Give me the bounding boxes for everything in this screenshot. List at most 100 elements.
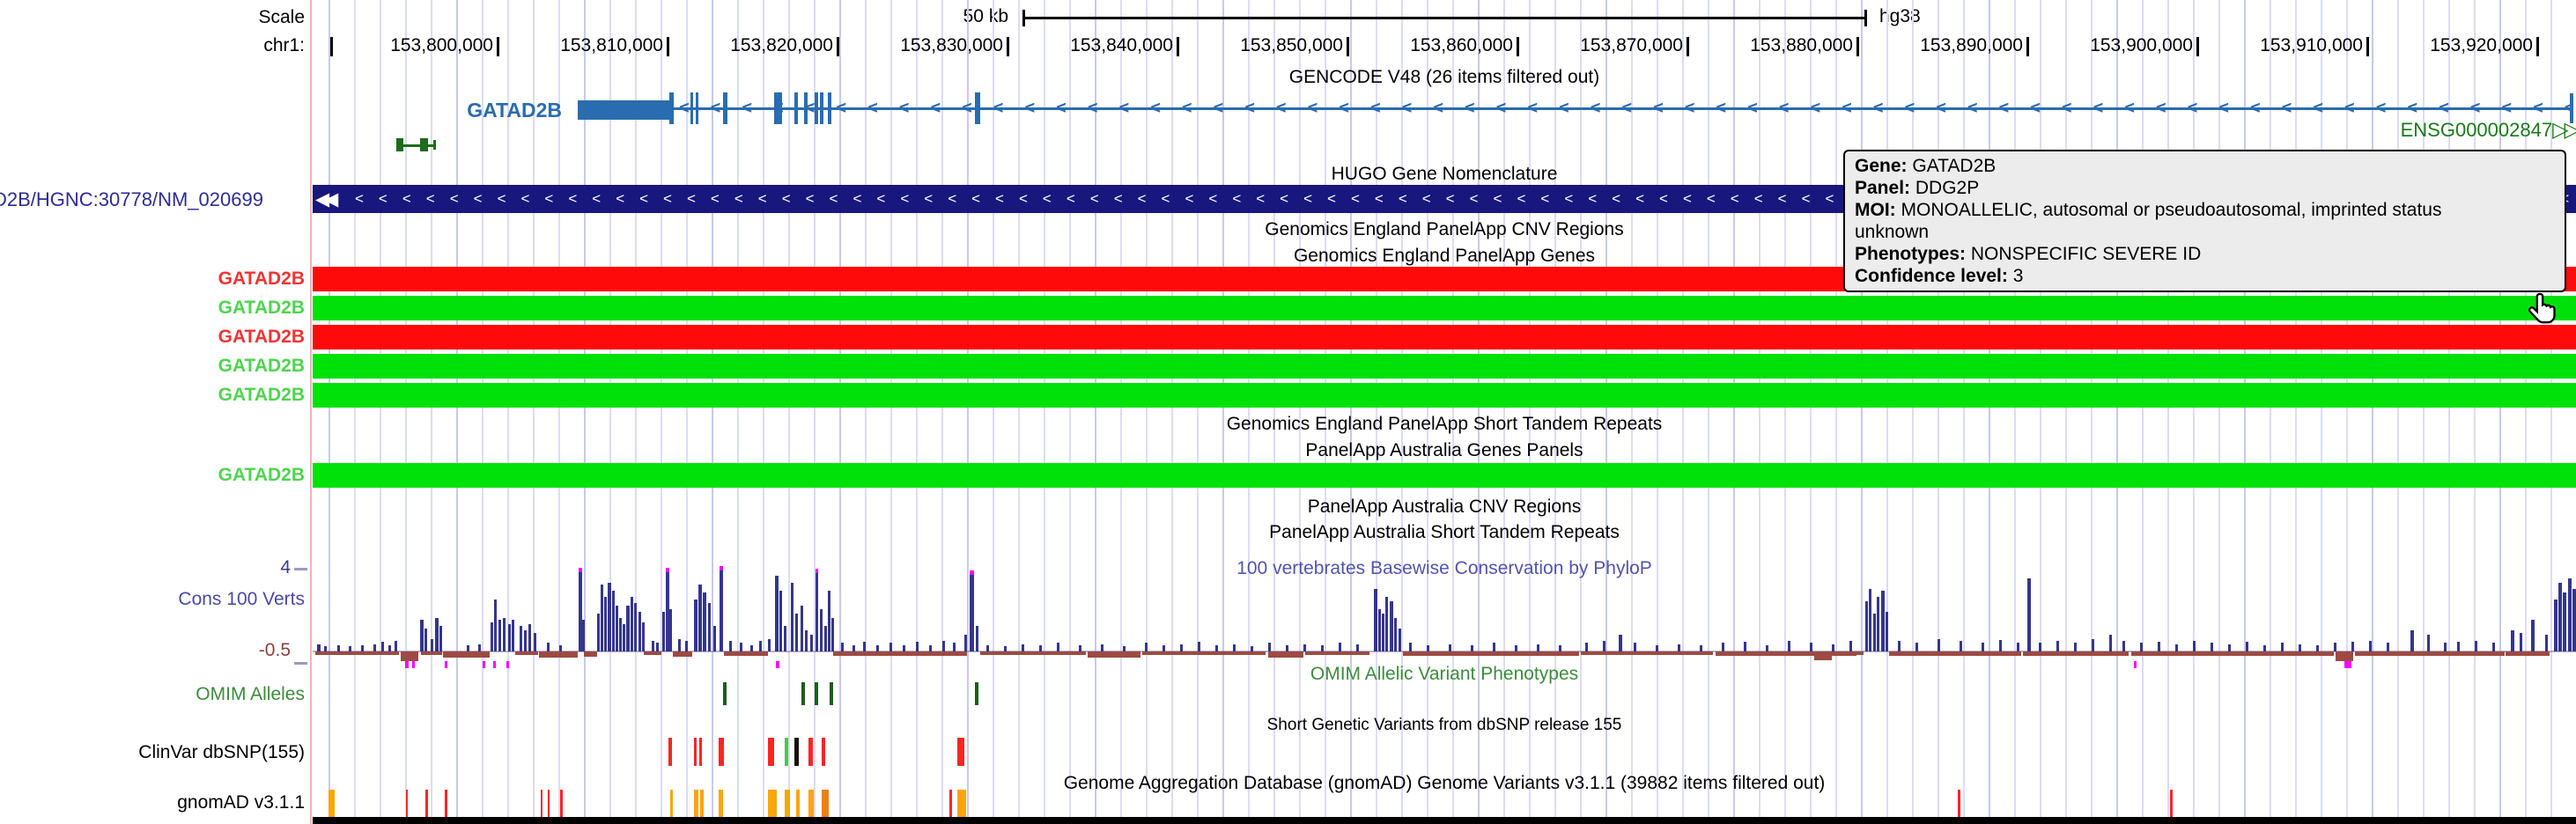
phylop-positive-bar[interactable] [1656, 645, 1658, 651]
phylop-positive-bar[interactable] [1163, 645, 1165, 651]
phylop-negative-bar[interactable] [1814, 651, 1832, 660]
phylop-positive-bar[interactable] [831, 618, 834, 651]
phylop-positive-bar[interactable] [1374, 589, 1377, 651]
phylop-positive-bar[interactable] [824, 626, 827, 651]
phylop-positive-bar[interactable] [1700, 645, 1702, 651]
phylop-positive-bar[interactable] [1321, 645, 1324, 651]
phylop-positive-bar[interactable] [2158, 642, 2160, 651]
phylop-positive-bar[interactable] [795, 614, 798, 651]
phylop-positive-bar[interactable] [579, 571, 582, 651]
phylop-positive-bar[interactable] [631, 597, 633, 651]
phylop-negative-bar[interactable] [1403, 651, 1579, 656]
phylop-positive-bar[interactable] [1869, 589, 1871, 651]
phylop-positive-bar[interactable] [2074, 643, 2077, 651]
phylop-positive-bar[interactable] [420, 620, 424, 651]
phylop-negative-bar[interactable] [515, 651, 538, 655]
phylop-positive-bar[interactable] [547, 643, 550, 651]
clinvar-variant-tick[interactable] [668, 738, 672, 766]
panelapp-bar-label[interactable]: GATAD2B [218, 327, 305, 347]
phylop-positive-bar[interactable] [1399, 629, 1401, 651]
phylop-positive-bar[interactable] [467, 645, 469, 651]
phylop-positive-bar[interactable] [1390, 601, 1393, 651]
clinvar-variant-tick[interactable] [719, 738, 724, 766]
phylop-positive-bar[interactable] [619, 618, 622, 651]
phylop-positive-bar[interactable] [970, 574, 974, 651]
phylop-positive-bar[interactable] [929, 645, 932, 651]
phylop-positive-bar[interactable] [1471, 645, 1473, 651]
phylop-positive-bar[interactable] [694, 600, 698, 651]
phylop-positive-bar[interactable] [713, 626, 716, 651]
gnomad-variant-tick[interactable] [560, 790, 563, 818]
phylop-positive-bar[interactable] [604, 597, 607, 651]
phylop-negative-bar[interactable] [2355, 651, 2505, 656]
phylop-positive-bar[interactable] [2475, 641, 2477, 651]
phylop-positive-bar[interactable] [2228, 644, 2231, 651]
gene-exon-tick[interactable] [815, 92, 818, 124]
gnomad-variant-tick[interactable] [822, 790, 829, 818]
phylop-positive-bar[interactable] [791, 583, 793, 651]
small-transcript-exon[interactable] [420, 138, 428, 151]
gene-exon-tick[interactable] [794, 92, 798, 124]
phylop-negative-bar[interactable] [421, 651, 442, 655]
phylop-positive-bar[interactable] [1603, 641, 1605, 651]
phylop-positive-bar[interactable] [1123, 646, 1126, 651]
phylop-positive-bar[interactable] [2281, 643, 2284, 651]
clinvar-variant-tick[interactable] [785, 738, 788, 766]
phylop-positive-bar[interactable] [1722, 643, 1724, 651]
phylop-positive-bar[interactable] [520, 626, 522, 651]
phylop-negative-bar[interactable] [1268, 651, 1303, 658]
phylop-positive-bar[interactable] [1877, 597, 1879, 651]
phylop-positive-bar[interactable] [1810, 643, 1812, 651]
phylop-positive-bar[interactable] [1938, 639, 1940, 651]
gene-exon-tick[interactable] [774, 92, 782, 124]
clinvar-variant-tick[interactable] [768, 738, 774, 766]
gnomad-variant-tick[interactable] [445, 790, 447, 818]
phylop-positive-bar[interactable] [2545, 635, 2548, 651]
phylop-positive-bar[interactable] [1409, 643, 1412, 651]
phylop-positive-bar[interactable] [512, 620, 514, 651]
phylop-positive-bar[interactable] [652, 641, 654, 651]
clinvar-variant-tick[interactable] [694, 738, 697, 766]
phylop-negative-bar[interactable] [443, 651, 490, 658]
phylop-positive-bar[interactable] [1057, 643, 1059, 651]
phylop-positive-bar[interactable] [775, 576, 779, 651]
phylop-positive-bar[interactable] [1101, 644, 1103, 651]
clinvar-variant-tick[interactable] [794, 738, 799, 766]
phylop-track-label[interactable]: Cons 100 Verts [178, 589, 305, 609]
phylop-positive-bar[interactable] [1537, 644, 1539, 651]
omim-variant-tick[interactable] [815, 682, 818, 705]
phylop-positive-bar[interactable] [528, 624, 531, 651]
phylop-positive-bar[interactable] [784, 626, 786, 651]
phylop-positive-bar[interactable] [601, 585, 603, 651]
phylop-positive-bar[interactable] [2109, 635, 2112, 651]
gene-exon-tick[interactable] [723, 92, 727, 124]
phylop-negative-bar[interactable] [539, 651, 578, 658]
phylop-positive-bar[interactable] [1039, 645, 1042, 651]
gnomad-variant-tick[interactable] [694, 790, 698, 818]
phylop-positive-bar[interactable] [2140, 643, 2143, 651]
phylop-positive-bar[interactable] [2334, 643, 2336, 651]
phylop-positive-bar[interactable] [2211, 643, 2213, 651]
phylop-negative-bar[interactable] [644, 651, 661, 655]
phylop-positive-bar[interactable] [478, 644, 481, 651]
phylop-positive-bar[interactable] [373, 644, 376, 651]
gnomad-variant-tick[interactable] [425, 790, 428, 818]
clinvar-variant-tick[interactable] [808, 738, 813, 766]
clinvar-variant-tick[interactable] [699, 738, 702, 766]
phylop-positive-bar[interactable] [986, 645, 989, 651]
phylop-positive-bar[interactable] [1982, 643, 1984, 651]
clinvar-variant-tick[interactable] [822, 738, 825, 766]
gencode-gene-label[interactable]: GATAD2B [467, 99, 562, 121]
phylop-positive-bar[interactable] [1873, 614, 1876, 651]
phylop-positive-bar[interactable] [2444, 643, 2447, 651]
gnomad-variant-tick[interactable] [541, 790, 543, 818]
phylop-negative-bar[interactable] [1716, 651, 1856, 656]
phylop-positive-bar[interactable] [1215, 645, 1218, 651]
phylop-positive-bar[interactable] [1515, 645, 1517, 651]
phylop-positive-bar[interactable] [656, 643, 659, 651]
phylop-positive-bar[interactable] [708, 603, 711, 651]
phylop-positive-bar[interactable] [816, 572, 818, 651]
phylop-positive-bar[interactable] [698, 585, 702, 651]
phylop-positive-bar[interactable] [942, 641, 945, 651]
phylop-positive-bar[interactable] [1268, 643, 1271, 651]
